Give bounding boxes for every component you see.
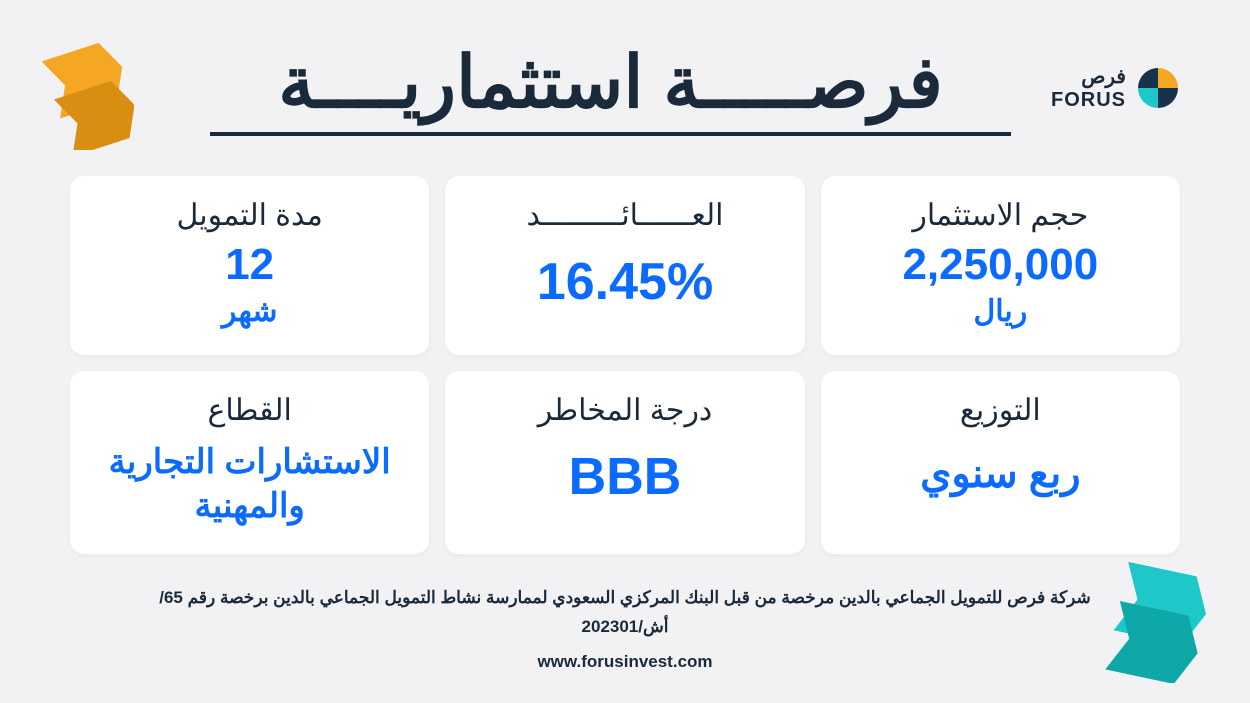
- card-sector: القطاع الاستشارات التجارية والمهنية: [70, 371, 429, 554]
- card-label: درجة المخاطر: [465, 393, 784, 428]
- card-risk: درجة المخاطر BBB: [445, 371, 804, 554]
- card-duration: مدة التمويل 12 شهر: [70, 176, 429, 355]
- card-distribution: التوزيع ربع سنوي: [821, 371, 1180, 554]
- card-value: 12: [90, 239, 409, 292]
- footer-url: www.forusinvest.com: [120, 648, 1130, 677]
- card-unit: شهر: [90, 294, 409, 329]
- footer-disclaimer: شركة فرص للتمويل الجماعي بالدين مرخصة من…: [120, 584, 1130, 642]
- card-return: العــــــائـــــــــد 16.45%: [445, 176, 804, 355]
- brand-logo: فرص FORUS: [1051, 64, 1180, 112]
- card-value: 16.45%: [465, 251, 784, 313]
- card-label: التوزيع: [841, 393, 1160, 428]
- card-value: ربع سنوي: [841, 450, 1160, 498]
- card-label: مدة التمويل: [90, 198, 409, 233]
- card-investment-size: حجم الاستثمار 2,250,000 ريال: [821, 176, 1180, 355]
- decoration-top-left: [34, 40, 134, 150]
- card-value: الاستشارات التجارية والمهنية: [90, 440, 409, 528]
- card-unit: ريال: [841, 294, 1160, 329]
- brand-name-ar: فرص: [1051, 64, 1126, 89]
- card-label: القطاع: [90, 393, 409, 428]
- page-title: فرصـــــة استثماريــــة: [210, 40, 1011, 136]
- brand-name-en: FORUS: [1051, 89, 1126, 112]
- brand-mark-icon: [1136, 66, 1180, 110]
- card-value: BBB: [465, 446, 784, 508]
- card-label: العــــــائـــــــــد: [465, 198, 784, 233]
- card-value: 2,250,000: [841, 239, 1160, 292]
- card-label: حجم الاستثمار: [841, 198, 1160, 233]
